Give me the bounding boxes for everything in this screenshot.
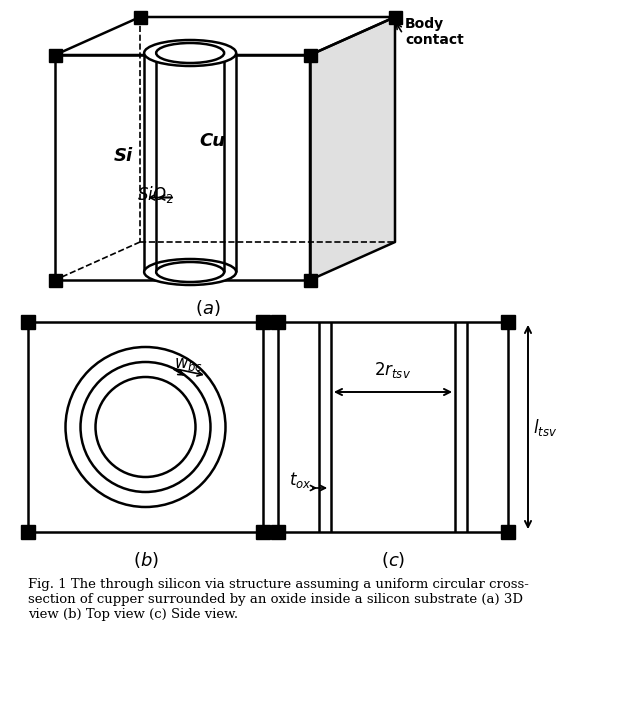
Ellipse shape: [144, 259, 236, 285]
Ellipse shape: [156, 262, 224, 282]
Ellipse shape: [144, 40, 236, 66]
Text: $2r_{tsv}$: $2r_{tsv}$: [375, 360, 411, 380]
Bar: [304, 49, 316, 62]
Polygon shape: [310, 17, 395, 280]
Bar: [256, 315, 270, 329]
Bar: [48, 274, 61, 286]
Bar: [501, 315, 515, 329]
Text: $SiO_2$: $SiO_2$: [137, 184, 174, 205]
Text: Fig. 1 The through silicon via structure assuming a uniform circular cross-
sect: Fig. 1 The through silicon via structure…: [28, 578, 529, 621]
Text: $\mathit{w}_{bc}$: $\mathit{w}_{bc}$: [174, 355, 203, 373]
Text: $l_{tsv}$: $l_{tsv}$: [533, 416, 557, 438]
Bar: [501, 525, 515, 539]
Text: $\bm{SiO_2}$: $\bm{SiO_2}$: [0, 706, 1, 707]
Bar: [304, 274, 316, 286]
Text: $\mathit{(a)}$: $\mathit{(a)}$: [195, 298, 221, 318]
Bar: [134, 11, 146, 23]
Bar: [278, 322, 508, 532]
Ellipse shape: [156, 43, 224, 63]
Bar: [271, 525, 285, 539]
Bar: [21, 315, 35, 329]
Bar: [256, 525, 270, 539]
Bar: [55, 55, 310, 280]
Text: $\mathbf{\mathit{SiO_2}}$: $\mathbf{\mathit{SiO_2}}$: [0, 706, 1, 707]
Text: $\mathit{(b)}$: $\mathit{(b)}$: [133, 550, 158, 570]
Bar: [48, 49, 61, 62]
Bar: [28, 322, 263, 532]
Polygon shape: [55, 17, 395, 55]
Text: $\mathit{(c)}$: $\mathit{(c)}$: [381, 550, 405, 570]
Text: Si: Si: [113, 147, 133, 165]
Text: Body
contact: Body contact: [405, 17, 463, 47]
Bar: [271, 315, 285, 329]
Text: $t_{ox}$: $t_{ox}$: [288, 470, 311, 490]
Bar: [21, 525, 35, 539]
Bar: [389, 11, 401, 23]
Text: Cu: Cu: [199, 132, 225, 149]
